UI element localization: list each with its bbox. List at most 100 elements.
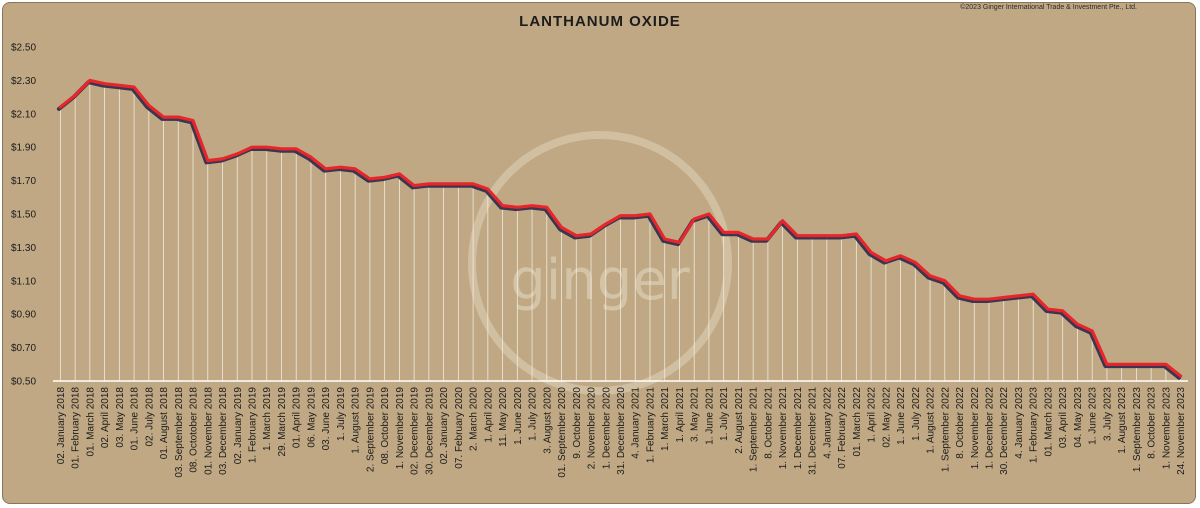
x-tick-label: 01. August 2018	[159, 387, 170, 460]
x-tick-label: 29. March 2019	[277, 387, 288, 457]
x-tick-label: 1. April 2020	[483, 387, 494, 443]
x-tick-label: 02. May 2022	[881, 387, 892, 448]
copyright-text: ©2023 Ginger International Trade & Inves…	[960, 4, 1137, 11]
x-tick-label: 1. July 2022	[911, 387, 922, 441]
x-tick-label: 03. June 2019	[321, 387, 332, 451]
x-tick-label: 8. October 2022	[955, 387, 966, 459]
x-tick-label: 31. December 2020	[616, 387, 627, 475]
x-tick-label: 2. September 2019	[365, 387, 376, 472]
x-tick-label: 24. November 2023	[1176, 387, 1187, 475]
x-tick-label: 1. February 2021	[645, 387, 656, 464]
x-tick-label: 03. December 2018	[218, 387, 229, 475]
chart-title: LANTHANUM OXIDE	[519, 13, 681, 30]
x-tick-label: 01. June 2018	[130, 387, 141, 451]
y-tick-label: $2.50	[11, 43, 36, 54]
x-tick-label: 1. July 2019	[336, 387, 347, 441]
x-tick-label: 2. November 2020	[587, 387, 598, 470]
line-chart: ginger $0.50 $0.70 $0.90 $1.10 $1.30 $1.50 $1.…	[11, 43, 1188, 478]
x-tick-label: 11. May 2020	[498, 387, 509, 447]
x-tick-label: 4. January 2023	[1014, 387, 1025, 459]
x-tick-label: 2. March 2020	[469, 387, 480, 451]
x-tick-label: 2. August 2021	[734, 387, 745, 454]
x-tick-label: 02. July 2018	[144, 387, 155, 447]
ginger-watermark: ginger	[468, 131, 732, 395]
x-tick-label: 02. April 2018	[100, 387, 111, 449]
x-tick-label: 01. February 2018	[71, 387, 82, 469]
x-tick-label: 1. August 2022	[926, 387, 937, 454]
x-tick-label: 3. August 2020	[542, 387, 553, 454]
x-tick-label: 1. July 2020	[528, 387, 539, 441]
x-tick-label: 9. October 2020	[572, 387, 583, 459]
drop-lines	[59, 80, 1182, 381]
x-tick-label: 04. May 2023	[1073, 387, 1084, 448]
x-tick-label: 1. September 2021	[749, 387, 760, 472]
y-tick-label: $2.30	[11, 76, 36, 87]
x-tick-label: 1. December 2020	[601, 387, 612, 470]
x-tick-label: 07. February 2022	[837, 387, 848, 469]
x-tick-label: 3. May 2021	[690, 387, 701, 442]
x-tick-label: 03. April 2023	[1058, 387, 1069, 449]
x-tick-label: 03. May 2018	[115, 387, 126, 448]
series-line	[58, 78, 1183, 378]
x-tick-label: 02. January 2019	[233, 387, 244, 465]
x-tick-label: 1. February 2019	[247, 387, 258, 464]
x-tick-label: 03. September 2018	[174, 387, 185, 478]
x-tick-label: 30. December 2022	[999, 387, 1010, 475]
x-tick-label: 4. January 2022	[822, 387, 833, 459]
series-group	[56, 78, 1183, 380]
x-tick-label: 01. September 2020	[557, 387, 568, 478]
x-tick-label: 3. July 2023	[1102, 387, 1113, 441]
x-tick-label: 06. May 2019	[306, 387, 317, 448]
x-tick-label: 01. March 2018	[85, 387, 96, 457]
x-tick-label: 8. October 2023	[1147, 387, 1158, 459]
x-tick-label: 1. April 2022	[867, 387, 878, 443]
watermark-text: ginger	[510, 248, 691, 313]
x-tick-label: 02. January 2018	[56, 387, 67, 465]
x-tick-label: 1. November 2022	[970, 387, 981, 470]
x-tick-label: 02. January 2020	[439, 387, 450, 465]
y-tick-label: $1.50	[11, 210, 36, 221]
x-tick-label: 1. December 2021	[793, 387, 804, 470]
x-tick-label: 1. June 2023	[1088, 387, 1099, 445]
x-tick-label: 1. August 2023	[1117, 387, 1128, 454]
y-tick-label: $0.50	[11, 377, 36, 388]
x-tick-label: 1. September 2022	[940, 387, 951, 472]
x-tick-label: 1. March 2021	[660, 387, 671, 451]
x-tick-label: 08. Octotober 2018	[189, 387, 200, 473]
y-tick-label: $1.30	[11, 243, 36, 254]
x-tick-label: 1. July 2021	[719, 387, 730, 441]
y-tick-label: $1.70	[11, 176, 36, 187]
x-tick-label: 4. January 2021	[631, 387, 642, 459]
y-tick-label: $1.10	[11, 276, 36, 287]
x-tick-label: 01. March 2022	[852, 387, 863, 457]
x-tick-label: 1. June 2021	[704, 387, 715, 445]
series-shadow-line	[56, 80, 1182, 380]
x-axis: 02. January 2018 01. February 2018 01. Mar…	[56, 387, 1187, 478]
y-tick-label: $0.70	[11, 343, 36, 354]
x-tick-label: 8. October 2021	[763, 387, 774, 459]
x-tick-label: 30. December 2019	[424, 387, 435, 475]
x-tick-label: 01. March 2023	[1043, 387, 1054, 457]
x-tick-label: 31. December 2021	[808, 387, 819, 475]
x-tick-label: 1. November 2019	[395, 387, 406, 470]
x-tick-label: 1. June 2022	[896, 387, 907, 445]
x-tick-label: 07. February 2020	[454, 387, 465, 469]
x-tick-label: 1. February 2023	[1029, 387, 1040, 464]
x-tick-label: 1. September 2023	[1132, 387, 1143, 472]
x-tick-label: 1. August 2019	[351, 387, 362, 454]
x-tick-label: 1. March 2019	[262, 387, 273, 451]
x-tick-label: 08. October 2019	[380, 387, 391, 465]
y-tick-label: $2.10	[11, 109, 36, 120]
x-tick-label: 1. November 2021	[778, 387, 789, 470]
y-axis: $0.50 $0.70 $0.90 $1.10 $1.30 $1.50 $1.70 $1.90…	[11, 43, 36, 388]
x-tick-label: 01. November 2018	[203, 387, 214, 475]
x-tick-label: 1. June 2020	[513, 387, 524, 445]
x-tick-label: 01. April 2019	[292, 387, 303, 449]
y-tick-label: $1.90	[11, 143, 36, 154]
x-tick-label: 1. December 2022	[985, 387, 996, 470]
x-tick-label: 1. April 2021	[675, 387, 686, 443]
x-tick-label: 1. November 2023	[1161, 387, 1172, 470]
x-tick-label: 02. December 2019	[410, 387, 421, 475]
y-tick-label: $0.90	[11, 310, 36, 321]
